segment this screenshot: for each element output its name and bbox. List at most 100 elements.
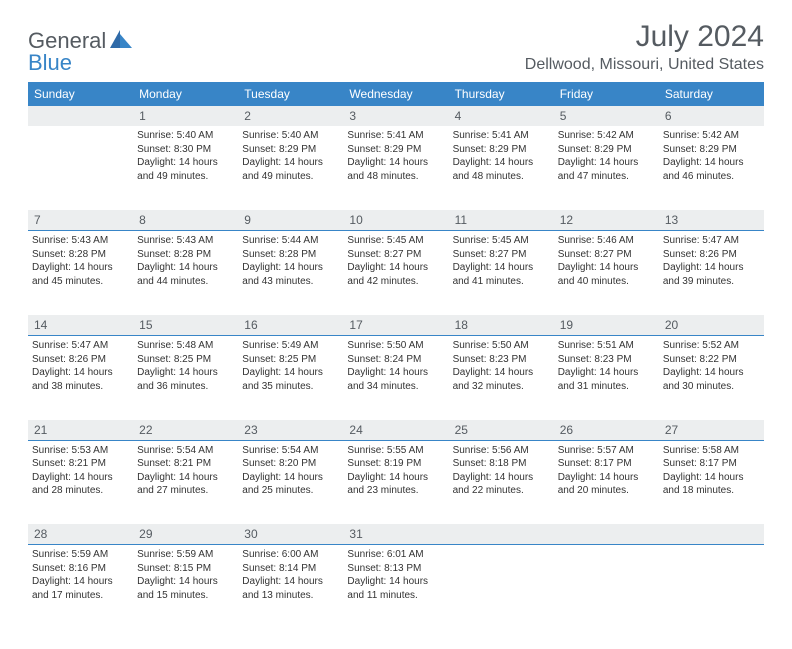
day-cell: Sunrise: 5:40 AMSunset: 8:30 PMDaylight:… — [133, 126, 238, 210]
sunset-text: Sunset: 8:18 PM — [453, 457, 550, 471]
day-number: 4 — [449, 106, 554, 126]
sunrise-text: Sunrise: 5:41 AM — [347, 129, 444, 143]
day-number — [659, 524, 764, 545]
day-cell — [554, 545, 659, 629]
sunset-text: Sunset: 8:29 PM — [558, 143, 655, 157]
day-cell: Sunrise: 5:53 AMSunset: 8:21 PMDaylight:… — [28, 440, 133, 524]
daylight-text: Daylight: 14 hours and 30 minutes. — [663, 366, 760, 393]
sunset-text: Sunset: 8:28 PM — [32, 248, 129, 262]
day-header: Monday — [133, 82, 238, 106]
day-cell: Sunrise: 5:50 AMSunset: 8:23 PMDaylight:… — [449, 336, 554, 420]
daylight-text: Daylight: 14 hours and 28 minutes. — [32, 471, 129, 498]
day-header: Tuesday — [238, 82, 343, 106]
day-cell: Sunrise: 5:51 AMSunset: 8:23 PMDaylight:… — [554, 336, 659, 420]
day-cell: Sunrise: 5:55 AMSunset: 8:19 PMDaylight:… — [343, 440, 448, 524]
sunrise-text: Sunrise: 5:40 AM — [137, 129, 234, 143]
sunset-text: Sunset: 8:15 PM — [137, 562, 234, 576]
sunrise-text: Sunrise: 5:55 AM — [347, 444, 444, 458]
day-cell: Sunrise: 5:50 AMSunset: 8:24 PMDaylight:… — [343, 336, 448, 420]
sunset-text: Sunset: 8:25 PM — [137, 353, 234, 367]
day-cell: Sunrise: 5:54 AMSunset: 8:21 PMDaylight:… — [133, 440, 238, 524]
sunset-text: Sunset: 8:22 PM — [663, 353, 760, 367]
day-number: 15 — [133, 315, 238, 336]
day-cell: Sunrise: 6:01 AMSunset: 8:13 PMDaylight:… — [343, 545, 448, 629]
day-header: Saturday — [659, 82, 764, 106]
day-cell: Sunrise: 5:43 AMSunset: 8:28 PMDaylight:… — [28, 231, 133, 315]
day-header: Sunday — [28, 82, 133, 106]
daylight-text: Daylight: 14 hours and 41 minutes. — [453, 261, 550, 288]
daylight-text: Daylight: 14 hours and 20 minutes. — [558, 471, 655, 498]
daylight-text: Daylight: 14 hours and 44 minutes. — [137, 261, 234, 288]
daylight-text: Daylight: 14 hours and 45 minutes. — [32, 261, 129, 288]
day-number: 14 — [28, 315, 133, 336]
daylight-text: Daylight: 14 hours and 31 minutes. — [558, 366, 655, 393]
sunset-text: Sunset: 8:29 PM — [242, 143, 339, 157]
calendar-page: General July 2024 Dellwood, Missouri, Un… — [0, 0, 792, 649]
day-cell: Sunrise: 5:49 AMSunset: 8:25 PMDaylight:… — [238, 336, 343, 420]
day-number: 10 — [343, 210, 448, 231]
day-number: 8 — [133, 210, 238, 231]
daylight-text: Daylight: 14 hours and 48 minutes. — [347, 156, 444, 183]
day-cell: Sunrise: 5:44 AMSunset: 8:28 PMDaylight:… — [238, 231, 343, 315]
sunset-text: Sunset: 8:27 PM — [558, 248, 655, 262]
location-label: Dellwood, Missouri, United States — [525, 56, 764, 74]
sunset-text: Sunset: 8:28 PM — [137, 248, 234, 262]
day-cell: Sunrise: 5:54 AMSunset: 8:20 PMDaylight:… — [238, 440, 343, 524]
day-cell: Sunrise: 5:48 AMSunset: 8:25 PMDaylight:… — [133, 336, 238, 420]
sunset-text: Sunset: 8:29 PM — [347, 143, 444, 157]
sunrise-text: Sunrise: 5:43 AM — [32, 234, 129, 248]
day-cell: Sunrise: 5:41 AMSunset: 8:29 PMDaylight:… — [449, 126, 554, 210]
sunrise-text: Sunrise: 5:50 AM — [347, 339, 444, 353]
week-row: Sunrise: 5:59 AMSunset: 8:16 PMDaylight:… — [28, 545, 764, 629]
daylight-text: Daylight: 14 hours and 39 minutes. — [663, 261, 760, 288]
day-number: 29 — [133, 524, 238, 545]
day-number-row: 14151617181920 — [28, 315, 764, 336]
week-row: Sunrise: 5:53 AMSunset: 8:21 PMDaylight:… — [28, 440, 764, 524]
sunrise-text: Sunrise: 5:44 AM — [242, 234, 339, 248]
day-header: Friday — [554, 82, 659, 106]
day-cell: Sunrise: 5:40 AMSunset: 8:29 PMDaylight:… — [238, 126, 343, 210]
sunset-text: Sunset: 8:23 PM — [558, 353, 655, 367]
sunset-text: Sunset: 8:17 PM — [558, 457, 655, 471]
sunrise-text: Sunrise: 5:48 AM — [137, 339, 234, 353]
sunset-text: Sunset: 8:21 PM — [32, 457, 129, 471]
sunset-text: Sunset: 8:30 PM — [137, 143, 234, 157]
day-cell: Sunrise: 5:59 AMSunset: 8:15 PMDaylight:… — [133, 545, 238, 629]
sunset-text: Sunset: 8:29 PM — [453, 143, 550, 157]
day-cell: Sunrise: 5:47 AMSunset: 8:26 PMDaylight:… — [28, 336, 133, 420]
day-cell: Sunrise: 6:00 AMSunset: 8:14 PMDaylight:… — [238, 545, 343, 629]
daylight-text: Daylight: 14 hours and 36 minutes. — [137, 366, 234, 393]
daylight-text: Daylight: 14 hours and 15 minutes. — [137, 575, 234, 602]
sunrise-text: Sunrise: 5:47 AM — [32, 339, 129, 353]
week-row: Sunrise: 5:40 AMSunset: 8:30 PMDaylight:… — [28, 126, 764, 210]
sunrise-text: Sunrise: 5:42 AM — [558, 129, 655, 143]
sunrise-text: Sunrise: 5:50 AM — [453, 339, 550, 353]
sunset-text: Sunset: 8:23 PM — [453, 353, 550, 367]
day-cell: Sunrise: 5:45 AMSunset: 8:27 PMDaylight:… — [343, 231, 448, 315]
day-cell: Sunrise: 5:42 AMSunset: 8:29 PMDaylight:… — [554, 126, 659, 210]
sunrise-text: Sunrise: 5:40 AM — [242, 129, 339, 143]
day-number: 11 — [449, 210, 554, 231]
sunrise-text: Sunrise: 5:45 AM — [347, 234, 444, 248]
day-cell — [659, 545, 764, 629]
day-number: 26 — [554, 420, 659, 441]
day-number: 28 — [28, 524, 133, 545]
daylight-text: Daylight: 14 hours and 22 minutes. — [453, 471, 550, 498]
day-number: 24 — [343, 420, 448, 441]
sunrise-text: Sunrise: 5:57 AM — [558, 444, 655, 458]
day-header: Thursday — [449, 82, 554, 106]
flag-icon — [110, 30, 132, 53]
daylight-text: Daylight: 14 hours and 18 minutes. — [663, 471, 760, 498]
sunrise-text: Sunrise: 5:51 AM — [558, 339, 655, 353]
sunrise-text: Sunrise: 5:49 AM — [242, 339, 339, 353]
sunset-text: Sunset: 8:25 PM — [242, 353, 339, 367]
daylight-text: Daylight: 14 hours and 34 minutes. — [347, 366, 444, 393]
sunrise-text: Sunrise: 5:53 AM — [32, 444, 129, 458]
day-cell — [28, 126, 133, 210]
sunrise-text: Sunrise: 5:52 AM — [663, 339, 760, 353]
sunset-text: Sunset: 8:20 PM — [242, 457, 339, 471]
sunset-text: Sunset: 8:13 PM — [347, 562, 444, 576]
daylight-text: Daylight: 14 hours and 11 minutes. — [347, 575, 444, 602]
sunset-text: Sunset: 8:17 PM — [663, 457, 760, 471]
sunrise-text: Sunrise: 5:47 AM — [663, 234, 760, 248]
